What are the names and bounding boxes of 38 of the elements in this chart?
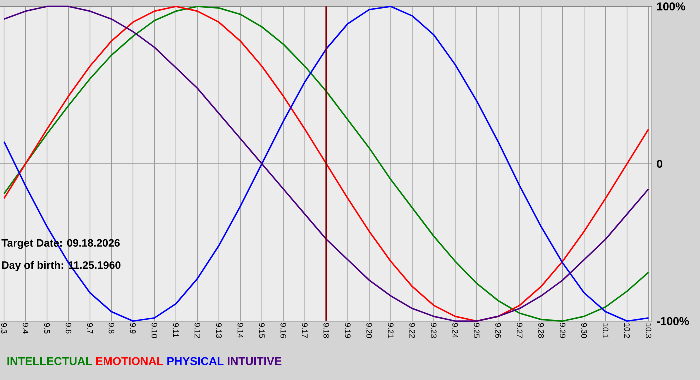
x-tick-label: 10.3: [646, 324, 652, 338]
x-tick-label: 9.26: [496, 323, 502, 338]
x-tick-label: 9.12: [194, 323, 200, 338]
x-tick-label: 9.8: [108, 323, 115, 334]
y-tick-label: 100%: [657, 2, 686, 11]
x-tick-label: 9.11: [173, 323, 179, 338]
x-tick-label: 9.20: [366, 323, 372, 338]
x-tick-label: 9.24: [452, 323, 458, 338]
x-tick-label: 9.28: [538, 323, 544, 338]
x-tick-label: 9.13: [216, 323, 222, 338]
text: EMOTIONAL: [96, 357, 164, 366]
x-tick-label: 9.6: [66, 323, 72, 334]
x-tick-label: 10.2: [624, 324, 630, 338]
text: PHYSICAL: [168, 357, 224, 366]
x-tick-label: 9.17: [302, 323, 308, 338]
text: INTUITIVE: [228, 357, 282, 366]
x-tick-label: 9.15: [259, 323, 265, 338]
x-tick-label: 9.19: [345, 323, 351, 338]
x-tick-label: 9.29: [560, 323, 566, 338]
x-tick-label: 9.16: [280, 323, 286, 338]
x-tick-label: 9.10: [152, 323, 158, 338]
x-tick-label: 9.4: [22, 323, 29, 334]
x-tick-label: 9.18: [324, 323, 330, 338]
x-tick-label: 9.7: [87, 323, 94, 334]
y-tick-label: -100%: [657, 317, 690, 326]
x-tick-label: 9.3: [1, 323, 8, 334]
x-tick-label: 9.30: [581, 323, 588, 338]
x-tick-label: 9.14: [238, 323, 244, 338]
x-tick-label: 9.23: [431, 323, 437, 338]
x-tick-label: 9.27: [517, 323, 523, 338]
x-tick-label: 9.25: [474, 323, 480, 338]
x-tick-label: 9.22: [410, 323, 416, 338]
x-tick-label: 9.21: [388, 323, 394, 338]
x-tick-label: 9.9: [130, 323, 136, 334]
x-tick-label: 10.1: [602, 324, 609, 338]
text: INTELLECTUAL: [8, 357, 92, 366]
x-tick-label: 9.5: [44, 323, 50, 334]
y-tick-label: 0: [657, 160, 663, 168]
